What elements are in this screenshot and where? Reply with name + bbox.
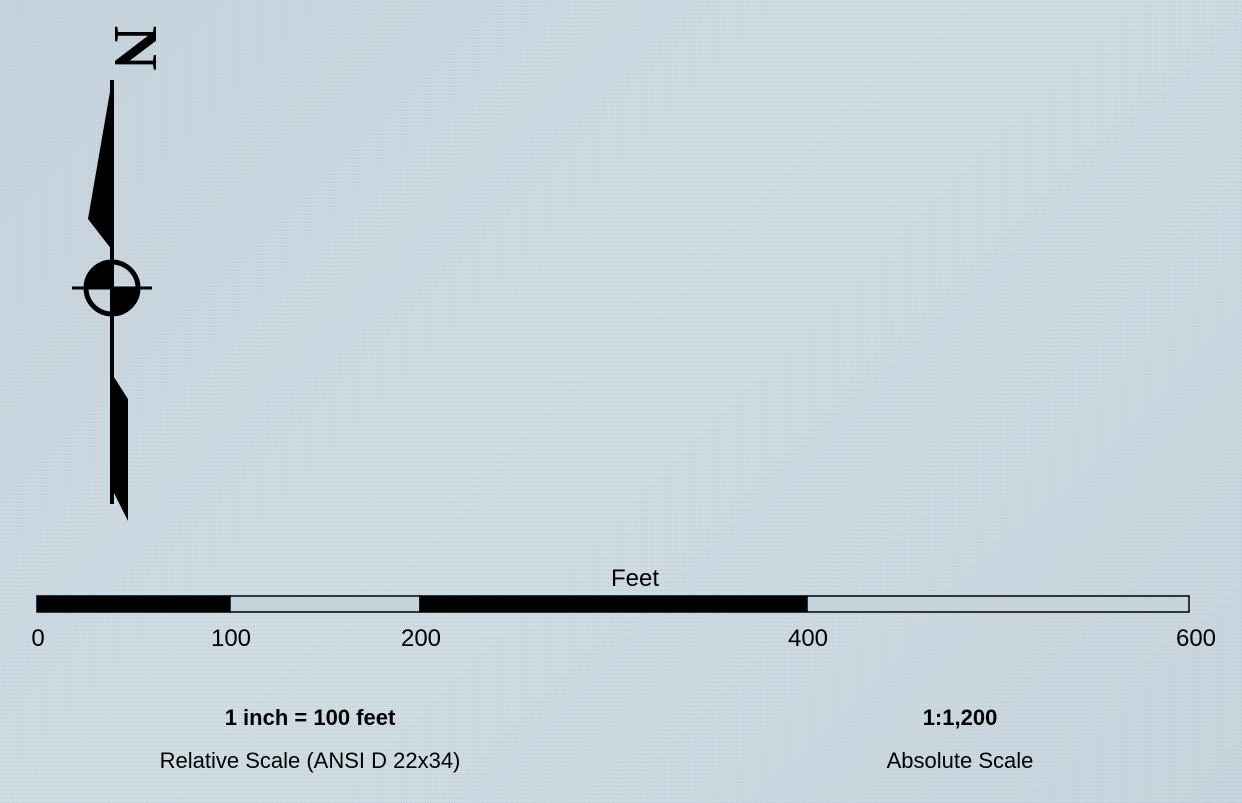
north-arrow-quadrant: [86, 262, 112, 288]
scale-tick-label: 600: [1175, 625, 1217, 652]
scale-tick-label: 100: [210, 625, 252, 652]
north-arrow-quadrant: [112, 288, 138, 314]
scale-tick-label: 200: [400, 625, 442, 652]
relative-scale-caption: Relative Scale (ANSI D 22x34): [159, 748, 461, 773]
scale-bar-segment-400-600: [806, 595, 1190, 613]
north-arrow-icon: N: [72, 26, 169, 521]
scale-bar-segment-0-100: [36, 595, 231, 613]
scale-tick-label: 400: [787, 625, 829, 652]
absolute-scale-caption: Absolute Scale: [886, 748, 1034, 773]
absolute-scale-value: 1:1,200: [922, 705, 998, 730]
south-tail: [112, 374, 128, 521]
scale-tick-label: 0: [31, 625, 45, 652]
scale-bar: [36, 595, 1190, 613]
scale-units-label: Feet: [610, 565, 660, 592]
north-letter: N: [101, 26, 169, 71]
scale-bar-segment-100-200: [229, 595, 421, 613]
scale-bar-segment-200-400: [419, 595, 808, 613]
north-needle: [88, 80, 112, 250]
relative-scale-value: 1 inch = 100 feet: [224, 705, 396, 730]
